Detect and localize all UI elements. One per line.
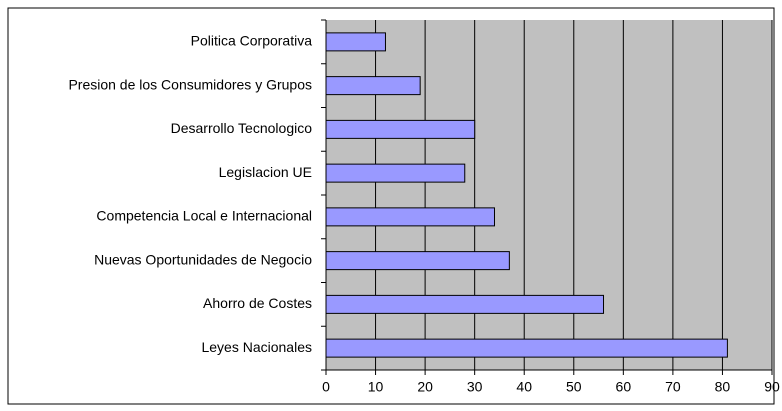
x-tick-label: 30 (467, 379, 483, 395)
bar (325, 163, 466, 183)
x-tick-label: 20 (417, 379, 433, 395)
bar (325, 338, 728, 358)
bar (325, 32, 386, 52)
x-tick-label: 0 (322, 379, 330, 395)
x-tick-label: 40 (516, 379, 532, 395)
bar (325, 76, 421, 96)
x-tick-label: 60 (616, 379, 632, 395)
y-tick-label: Ahorro de Costes (203, 295, 312, 311)
bar (325, 207, 495, 227)
y-tick-label: Desarrollo Tecnologico (171, 120, 313, 136)
bar (325, 251, 510, 271)
y-tick-label: Presion de los Consumidores y Grupos (68, 76, 312, 92)
x-tick-label: 80 (715, 379, 731, 395)
bar (325, 119, 476, 139)
plot-area (326, 20, 772, 370)
x-tick-label: 90 (764, 379, 780, 395)
y-tick-label: Legislacion UE (219, 164, 312, 180)
y-tick-label: Nuevas Oportunidades de Negocio (94, 251, 312, 267)
bar (325, 294, 605, 314)
x-tick-label: 50 (566, 379, 582, 395)
y-tick-label: Leyes Nacionales (201, 339, 312, 355)
y-tick-label: Politica Corporativa (191, 33, 313, 49)
y-tick-label: Competencia Local e Internacional (96, 208, 312, 224)
x-tick-label: 70 (665, 379, 681, 395)
x-tick-label: 10 (368, 379, 384, 395)
